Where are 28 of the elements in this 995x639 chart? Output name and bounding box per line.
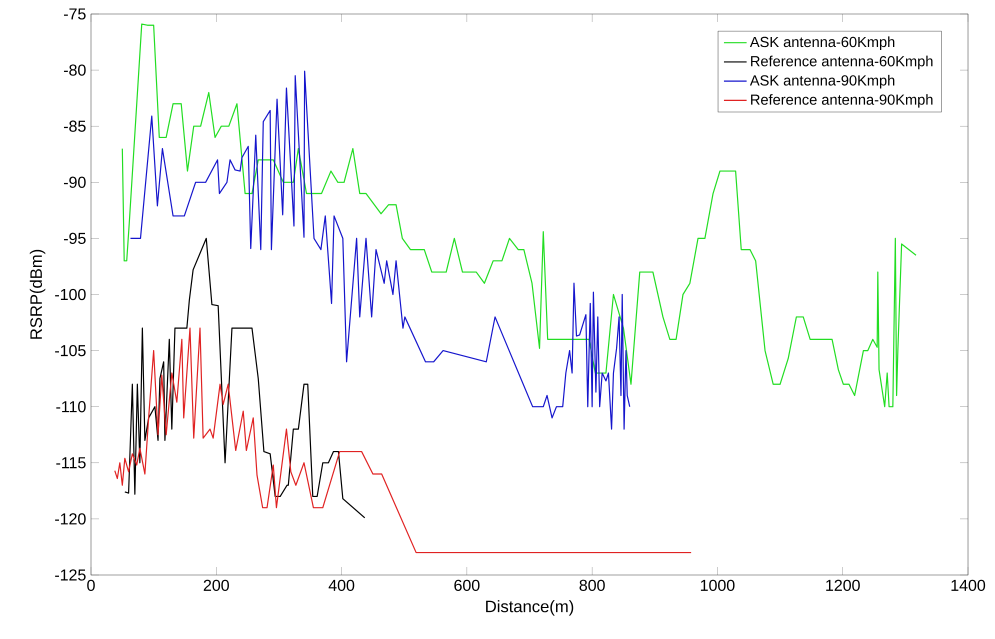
x-tick-label: 1400	[951, 580, 986, 591]
x-tick-label: 200	[204, 580, 229, 591]
y-tick-label: -95	[64, 232, 86, 244]
x-tick-label: 1000	[700, 580, 735, 591]
y-tick-label: -125	[55, 569, 86, 581]
legend-label: ASK antenna-60Kmph	[750, 36, 894, 50]
x-tick-label: 600	[454, 580, 480, 591]
x-tick-label: 400	[328, 580, 354, 591]
y-tick-label: -105	[55, 344, 86, 356]
line-series	[124, 238, 366, 518]
legend-label: Reference antenna-90Kmph	[751, 94, 932, 108]
line-series	[114, 328, 692, 554]
legend-label: Reference antenna-60Kmph	[751, 56, 932, 70]
y-tick-label: -75	[64, 8, 86, 20]
y-axis-title: RSRP(dBm)	[30, 250, 46, 339]
y-tick-label: -80	[64, 64, 86, 76]
y-tick-label: -100	[55, 288, 86, 300]
y-tick-label: -85	[64, 120, 86, 132]
y-tick-label: -110	[56, 401, 86, 412]
x-tick-label: 1200	[826, 580, 860, 591]
y-tick-label: -115	[56, 457, 86, 468]
legend-label: ASK antenna-90Kmph	[750, 74, 894, 88]
x-tick-label: 0	[87, 580, 95, 591]
x-axis-title: Distance(m)	[486, 600, 574, 616]
line-series	[130, 70, 630, 430]
y-tick-label: -90	[64, 176, 86, 188]
y-tick-label: -120	[55, 513, 86, 525]
x-tick-label: 800	[580, 580, 605, 591]
